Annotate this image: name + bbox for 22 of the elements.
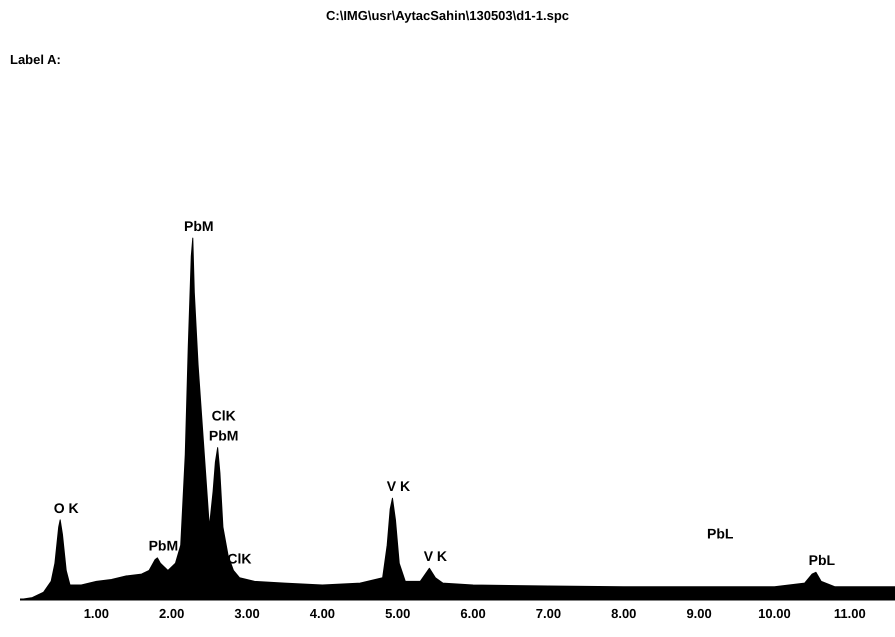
chart-subtitle: Label A: <box>10 52 61 67</box>
x-tick-label: 7.00 <box>536 606 562 621</box>
annotation: PbL <box>706 525 734 542</box>
x-tick-label: 2.00 <box>159 606 184 621</box>
annotation: PbM <box>184 218 214 234</box>
x-tick-label: 3.00 <box>234 606 260 621</box>
x-tick-label: 1.00 <box>84 606 109 621</box>
x-tick-label: 6.00 <box>460 606 486 621</box>
annotation: ClK <box>212 408 236 424</box>
annotation: O K <box>54 500 79 516</box>
x-tick-label: 4.00 <box>310 606 336 621</box>
annotation: V K <box>386 478 410 494</box>
x-tick-label: 10.00 <box>758 606 791 621</box>
annotation: V K <box>424 548 448 564</box>
x-tick-label: 9.00 <box>686 606 712 621</box>
annotation: PbM <box>148 538 178 554</box>
x-tick-label: 11.00 <box>834 606 866 621</box>
annotation: PbM <box>208 428 238 444</box>
x-tick-label: 5.00 <box>385 606 410 621</box>
x-tick-label: 8.00 <box>611 606 636 621</box>
annotation: PbL <box>808 552 836 568</box>
chart-title: C:\IMG\usr\AytacSahin\130503\d1-1.spc <box>324 8 570 23</box>
